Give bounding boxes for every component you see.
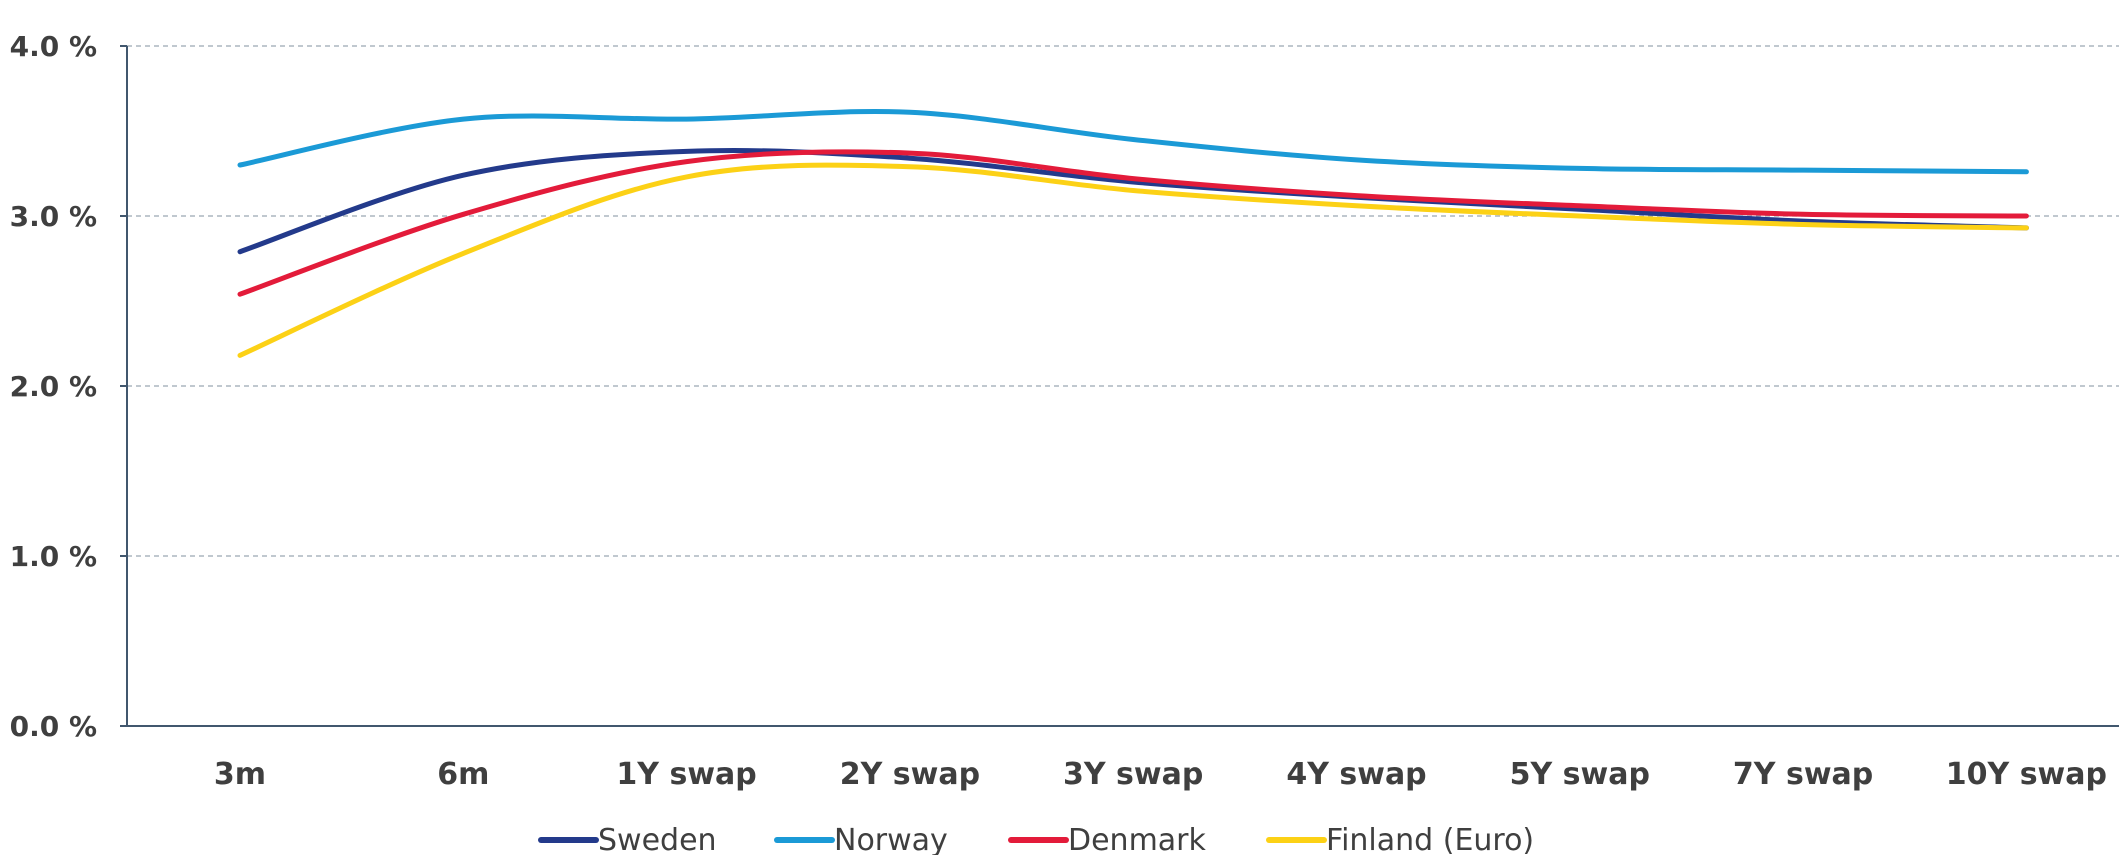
series-line-sweden [237, 148, 2029, 255]
x-tick-labels: 3m 6m 1Y swap 2Y swap 3Y swap 4Y swap 5Y swap 7… [214, 757, 2107, 792]
axes [120, 46, 2119, 727]
series-line-norway [237, 109, 2029, 175]
legend-item-denmark: Denmark [1008, 823, 1207, 855]
legend-label: Denmark [1068, 823, 1207, 855]
y-tick-label: 1.0 % [10, 540, 97, 573]
legend-item-norway: Norway [774, 823, 948, 855]
legend-label: Norway [834, 823, 948, 855]
x-tick-label: 6m [437, 757, 489, 792]
legend-label: Finland (Euro) [1326, 823, 1534, 855]
x-tick-label: 3m [214, 757, 266, 792]
legend-item-finland-euro: Finland (Euro) [1266, 823, 1534, 855]
x-tick-label: 3Y swap [1063, 757, 1203, 792]
legend-item-sweden: Sweden [538, 823, 717, 855]
x-tick-label: 1Y swap [616, 757, 756, 792]
legend: Sweden Norway Denmark Finland (Euro) [538, 823, 1534, 855]
series-line-denmark [237, 149, 2029, 297]
x-tick-label: 10Y swap [1946, 757, 2107, 792]
x-tick-label: 7Y swap [1733, 757, 1873, 792]
y-tick-label: 3.0 % [10, 200, 97, 233]
series-lines [237, 109, 2029, 358]
x-tick-label: 4Y swap [1286, 757, 1426, 792]
gridlines [120, 45, 2119, 727]
series-line-finland-euro [237, 162, 2029, 358]
y-tick-label: 2.0 % [10, 370, 97, 403]
x-tick-label: 5Y swap [1510, 757, 1650, 792]
x-tick-label: 2Y swap [840, 757, 980, 792]
y-tick-label: 0.0 % [10, 710, 97, 743]
legend-label: Sweden [598, 823, 717, 855]
y-tick-labels: 0.0 % 1.0 % 2.0 % 3.0 % 4.0 % [10, 30, 97, 743]
y-tick-label: 4.0 % [10, 30, 97, 63]
